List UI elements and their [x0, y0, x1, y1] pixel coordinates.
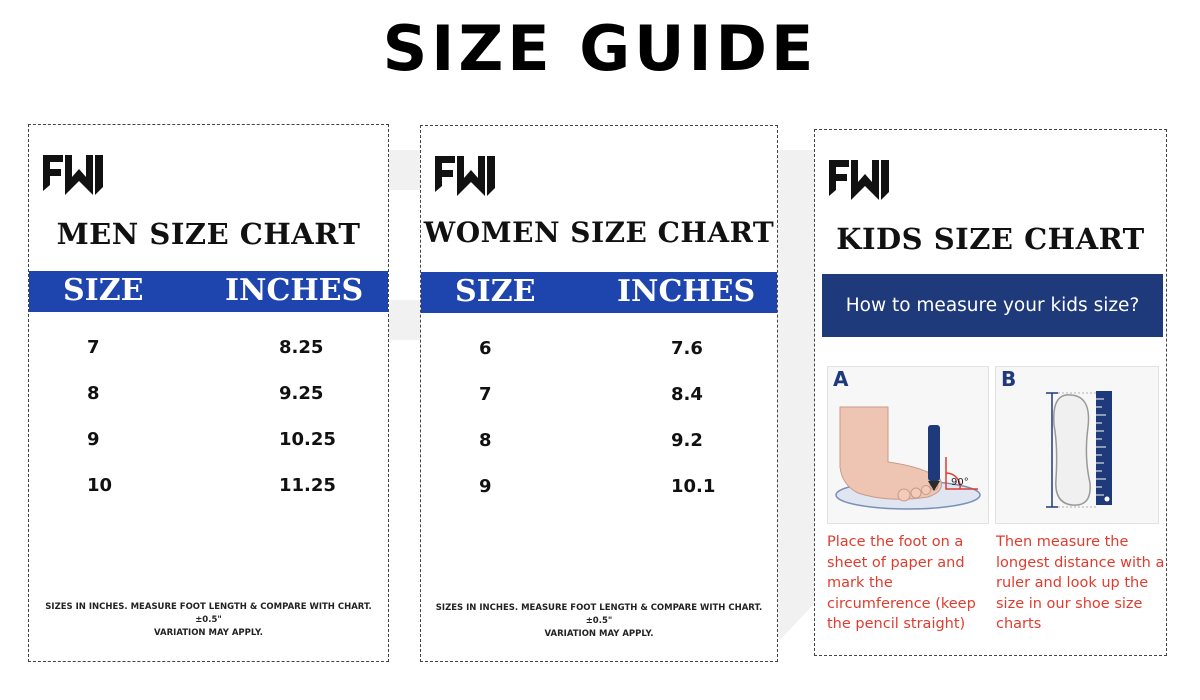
- table-row: 9 10.25: [29, 429, 388, 475]
- header-inches: INCHES: [225, 273, 364, 308]
- ew-logo-icon: [435, 156, 495, 196]
- header-size: SIZE: [63, 273, 144, 308]
- header-size: SIZE: [455, 274, 536, 309]
- table-row: 10 11.25: [29, 475, 388, 521]
- size-table: 6 7.6 7 8.4 8 9.2 9 10.1: [421, 338, 777, 522]
- cell-size: 6: [479, 338, 492, 359]
- cell-inches: 8.25: [279, 337, 324, 358]
- page-title: SIZE GUIDE: [382, 12, 818, 85]
- table-header: SIZE INCHES: [421, 272, 777, 313]
- table-row: 9 10.1: [421, 476, 777, 522]
- kids-banner: How to measure your kids size?: [822, 274, 1163, 337]
- note-line: VARIATION MAY APPLY.: [154, 628, 263, 638]
- women-size-card: WOMEN SIZE CHART SIZE INCHES 6 7.6 7 8.4…: [420, 125, 778, 662]
- chart-title: WOMEN SIZE CHART: [423, 216, 775, 249]
- cell-inches: 9.25: [279, 383, 324, 404]
- cell-inches: 10.1: [671, 476, 716, 497]
- cell-inches: 9.2: [671, 430, 703, 451]
- table-row: 8 9.2: [421, 430, 777, 476]
- chart-title: KIDS SIZE CHART: [836, 222, 1145, 256]
- cell-size: 7: [479, 384, 492, 405]
- note-line: VARIATION MAY APPLY.: [544, 629, 654, 639]
- cell-size: 8: [479, 430, 492, 451]
- header-inches: INCHES: [617, 274, 756, 309]
- table-row: 8 9.25: [29, 383, 388, 429]
- step-letter: B: [1001, 367, 1017, 391]
- chart-title: MEN SIZE CHART: [56, 217, 361, 251]
- measure-step-b: B: [995, 366, 1159, 524]
- cell-inches: 7.6: [671, 338, 703, 359]
- angle-label: 90°: [951, 477, 969, 488]
- note-line: SIZES IN INCHES. MEASURE FOOT LENGTH & C…: [435, 603, 763, 626]
- cell-size: 10: [87, 475, 113, 496]
- footprint-ruler-icon: [1046, 391, 1112, 508]
- table-header: SIZE INCHES: [29, 271, 388, 312]
- table-row: 7 8.25: [29, 337, 388, 383]
- cell-size: 8: [87, 383, 100, 404]
- size-note: SIZES IN INCHES. MEASURE FOOT LENGTH & C…: [39, 601, 378, 640]
- table-row: 6 7.6: [421, 338, 777, 384]
- ew-logo-icon: [829, 160, 889, 200]
- cell-inches: 10.25: [279, 429, 336, 450]
- cell-size: 9: [479, 476, 492, 497]
- instruction-a: Place the foot on a sheet of paper and m…: [827, 534, 976, 632]
- step-letter: A: [833, 367, 849, 391]
- note-line: SIZES IN INCHES. MEASURE FOOT LENGTH & C…: [45, 602, 372, 625]
- cell-inches: 11.25: [279, 475, 336, 496]
- ew-logo-icon: [43, 155, 103, 195]
- cell-inches: 8.4: [671, 384, 703, 405]
- instruction-b: Then measure the longest distance with a…: [996, 534, 1165, 632]
- men-size-card: MEN SIZE CHART SIZE INCHES 7 8.25 8 9.25…: [28, 124, 389, 662]
- cell-size: 9: [87, 429, 100, 450]
- size-note: SIZES IN INCHES. MEASURE FOOT LENGTH & C…: [431, 602, 767, 641]
- size-table: 7 8.25 8 9.25 9 10.25 10 11.25: [29, 337, 388, 521]
- cell-size: 7: [87, 337, 100, 358]
- foot-on-paper-icon: 90°: [835, 406, 981, 510]
- table-row: 7 8.4: [421, 384, 777, 430]
- measure-step-a: A 90°: [827, 366, 989, 524]
- kids-size-card: KIDS SIZE CHART How to measure your kids…: [814, 129, 1167, 656]
